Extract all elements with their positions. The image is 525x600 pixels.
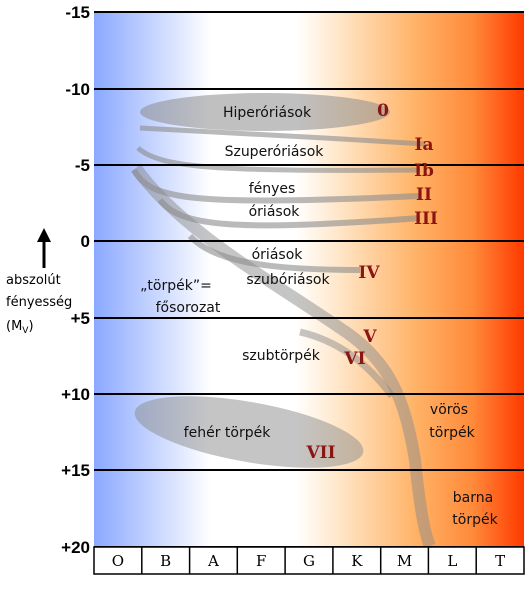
hypergiant-region xyxy=(140,93,390,131)
lum-class-v: V xyxy=(362,327,377,347)
lum-class-ii: II xyxy=(416,185,432,205)
label-white-dwarfs: fehér törpék xyxy=(184,425,272,441)
spectral-class-m: M xyxy=(397,552,412,570)
subdwarf-band xyxy=(299,328,395,399)
lum-class-iii: III xyxy=(414,209,438,229)
label-supergiants: Szuperóriások xyxy=(225,144,325,160)
label-bright-giants-1: fényes xyxy=(249,181,296,197)
spectral-class-f: F xyxy=(256,552,266,570)
luminosity-regions xyxy=(131,93,436,549)
label-bright-giants-2: óriások xyxy=(249,204,301,220)
label-main-sequence: fősorozat xyxy=(156,300,221,316)
label-dwarfs: „törpék”= xyxy=(140,278,212,294)
spectral-class-o: O xyxy=(112,552,124,570)
y-tick-p10: +10 xyxy=(61,385,90,404)
y-axis-title-line1: abszolút xyxy=(6,273,61,288)
y-axis-title-sub: V xyxy=(22,326,29,336)
lum-class-ia: Ia xyxy=(415,135,434,155)
spectral-class-k: K xyxy=(351,552,363,570)
label-red-dwarfs-1: vörös xyxy=(430,402,468,418)
y-axis-title-close: ) xyxy=(28,319,33,334)
y-axis-title: abszolút fényesség (MV) xyxy=(6,228,72,336)
lum-class-ib: Ib xyxy=(414,161,434,181)
y-tick-p20: +20 xyxy=(61,538,90,557)
y-axis-title-m: (M xyxy=(6,319,22,334)
luminosity-class-labels: 0 Ia Ib II III IV V VI VII xyxy=(305,101,438,463)
supergiant-band-ia xyxy=(139,125,426,147)
y-axis-ticks: -15 -10 -5 0 +5 +10 +15 +20 xyxy=(61,3,90,557)
y-tick-0: 0 xyxy=(81,232,90,251)
label-giants: óriások xyxy=(252,247,304,263)
main-sequence-band xyxy=(131,164,436,549)
up-arrowhead-icon xyxy=(37,228,51,242)
region-labels: Hiperóriások Szuperóriások fényes óriáso… xyxy=(140,105,498,528)
y-axis-title-line2: fényesség xyxy=(6,295,72,310)
spectral-class-t: T xyxy=(495,552,505,570)
y-tick-m15: -15 xyxy=(65,3,90,22)
lum-class-vii: VII xyxy=(305,443,335,463)
spectral-class-a: A xyxy=(207,552,219,570)
label-red-dwarfs-2: törpék xyxy=(429,425,475,441)
spectral-class-b: B xyxy=(160,552,171,570)
label-hypergiants: Hiperóriások xyxy=(223,105,312,121)
lum-class-iv: IV xyxy=(358,263,380,283)
spectral-class-axis: O B A F G K M L T xyxy=(93,546,525,575)
lum-class-0: 0 xyxy=(377,101,389,121)
y-tick-m5: -5 xyxy=(75,156,90,175)
label-brown-dwarfs-2: törpék xyxy=(452,512,498,528)
y-axis-title-line3: (MV) xyxy=(6,319,34,336)
spectral-axis-box xyxy=(93,546,525,575)
label-subdwarfs: szubtörpék xyxy=(242,348,321,364)
label-brown-dwarfs-1: barna xyxy=(453,490,493,506)
lum-class-vi: VI xyxy=(343,349,365,369)
y-tick-m10: -10 xyxy=(65,80,90,99)
label-subgiants: szubóriások xyxy=(246,272,330,288)
white-dwarf-region xyxy=(134,396,364,468)
spectral-class-g: G xyxy=(303,552,315,570)
y-tick-p5: +5 xyxy=(71,309,90,328)
spectral-class-l: L xyxy=(447,552,457,570)
y-tick-p15: +15 xyxy=(61,461,90,480)
supergiant-band-ib xyxy=(136,146,421,173)
